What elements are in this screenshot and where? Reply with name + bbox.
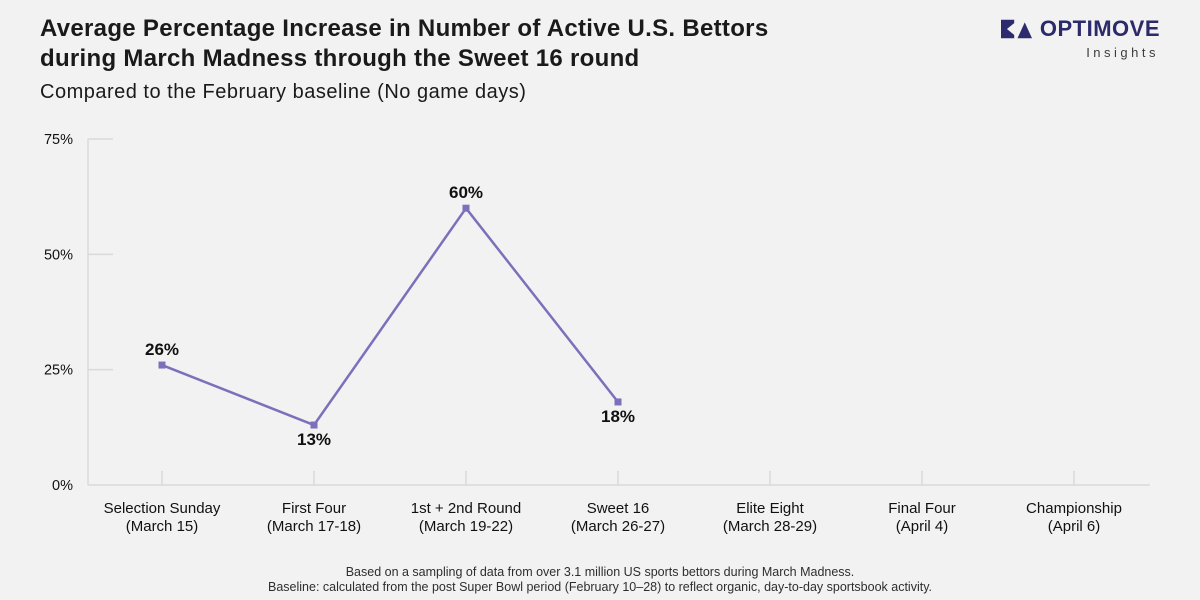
y-tick-label: 0% [52,478,73,494]
footnote-line-2: Baseline: calculated from the post Super… [268,580,932,594]
optimove-logo-icon [1000,19,1032,39]
chart-header: Average Percentage Increase in Number of… [40,14,768,104]
chart-title-line-2: during March Madness through the Sweet 1… [40,45,640,72]
logo-tagline-text: Insights [1086,45,1159,60]
category-label: Final Four (April 4) [888,500,956,535]
category-label: Elite Eight (March 28-29) [723,500,817,535]
logo-brand-text: OPTIMOVE [1039,16,1160,41]
category-label: 1st + 2nd Round (March 19-22) [411,500,522,535]
category-label: Championship (April 6) [1026,500,1122,535]
y-tick-label: 75% [44,132,73,148]
data-point-marker [158,361,166,369]
data-point-label: 26% [145,340,179,359]
data-point-marker [614,398,622,406]
optimove-logo: OPTIMOVE Insights [1000,16,1160,60]
data-point-marker [462,204,470,212]
data-line [161,206,619,427]
category-label: Sweet 16 (March 26-27) [571,500,665,535]
y-tick-label: 25% [44,363,73,379]
y-tick-label: 50% [44,247,73,263]
data-point-marker [310,421,318,429]
chart-title-line-1: Average Percentage Increase in Number of… [40,15,769,42]
data-point-label: 18% [601,407,635,426]
category-label: First Four (March 17-18) [267,500,361,535]
data-point-label: 60% [449,183,483,202]
footnote-line-1: Based on a sampling of data from over 3.… [345,565,855,579]
data-point-label: 13% [297,430,331,449]
category-label: Selection Sunday (March 15) [104,500,221,535]
chart-subtitle: Compared to the February baseline (No ga… [40,81,527,103]
footnote: Based on a sampling of data from over 3.… [0,565,1200,595]
